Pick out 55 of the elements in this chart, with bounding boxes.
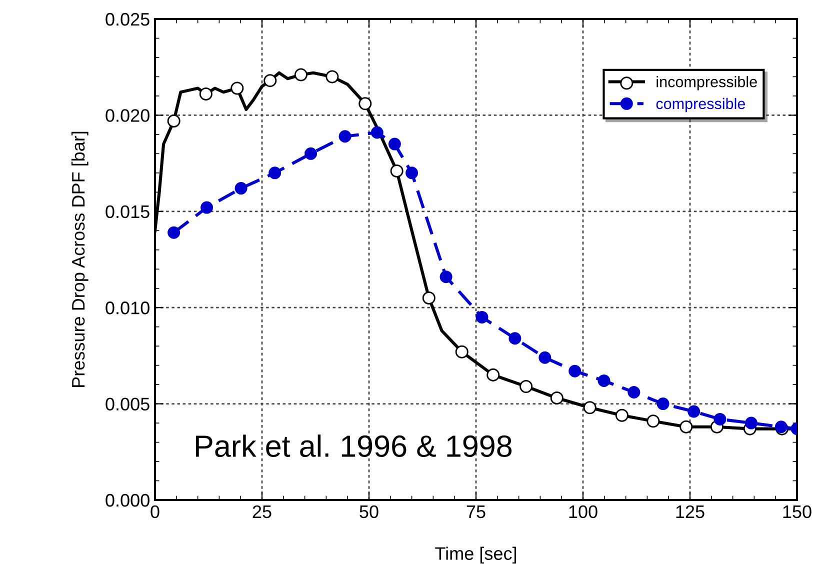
point bbox=[199, 88, 212, 101]
point bbox=[326, 70, 339, 84]
point bbox=[440, 270, 452, 284]
x-tick-label: 25 bbox=[252, 505, 272, 518]
point bbox=[304, 147, 318, 160]
point bbox=[714, 412, 726, 426]
point bbox=[234, 182, 248, 195]
point bbox=[406, 166, 418, 180]
point bbox=[615, 408, 628, 422]
point bbox=[167, 114, 180, 128]
y-tick-label: 0.010 bbox=[106, 302, 150, 314]
y-axis-title: Pressure Drop Across DPF [bar] bbox=[71, 132, 88, 387]
point bbox=[476, 310, 488, 324]
point bbox=[370, 126, 384, 139]
x-axis-title: Time [sec] bbox=[435, 546, 516, 564]
point bbox=[388, 138, 401, 150]
y-tick-label: 0.025 bbox=[106, 12, 150, 26]
point bbox=[486, 368, 500, 382]
point bbox=[390, 164, 404, 178]
point bbox=[200, 201, 214, 214]
x-tick-label: 50 bbox=[360, 505, 378, 518]
y-tick-label: 0.000 bbox=[106, 494, 150, 507]
point bbox=[583, 401, 596, 414]
point bbox=[264, 74, 277, 88]
y-tick-label: 0.015 bbox=[106, 205, 150, 218]
y-tick-label: 0.005 bbox=[106, 398, 150, 411]
point bbox=[422, 291, 436, 304]
point bbox=[168, 226, 180, 239]
point bbox=[688, 405, 700, 418]
y-tick-label: 0.020 bbox=[106, 109, 150, 122]
x-tick-label: 75 bbox=[466, 506, 486, 518]
point bbox=[598, 374, 610, 387]
point bbox=[628, 386, 640, 399]
x-tick-label: 125 bbox=[676, 505, 704, 518]
point bbox=[294, 68, 308, 82]
point bbox=[455, 345, 468, 358]
point bbox=[230, 82, 244, 95]
point bbox=[568, 364, 582, 378]
point bbox=[550, 392, 564, 405]
x-tick-label: 0 bbox=[150, 505, 160, 518]
point bbox=[508, 332, 522, 345]
x-tick-label: 150 bbox=[783, 505, 812, 518]
legend-label: incompressible bbox=[656, 76, 757, 90]
point bbox=[646, 414, 660, 428]
point bbox=[358, 97, 372, 110]
point bbox=[268, 166, 282, 180]
point bbox=[744, 416, 758, 430]
point bbox=[538, 351, 552, 364]
point bbox=[680, 420, 693, 434]
point bbox=[520, 380, 533, 393]
point bbox=[656, 398, 670, 410]
annotation: Park et al. 1996 & 1998 bbox=[196, 434, 512, 458]
x-tick-label: 100 bbox=[569, 505, 598, 518]
point bbox=[338, 130, 352, 143]
legend-label: compressible bbox=[656, 98, 746, 112]
